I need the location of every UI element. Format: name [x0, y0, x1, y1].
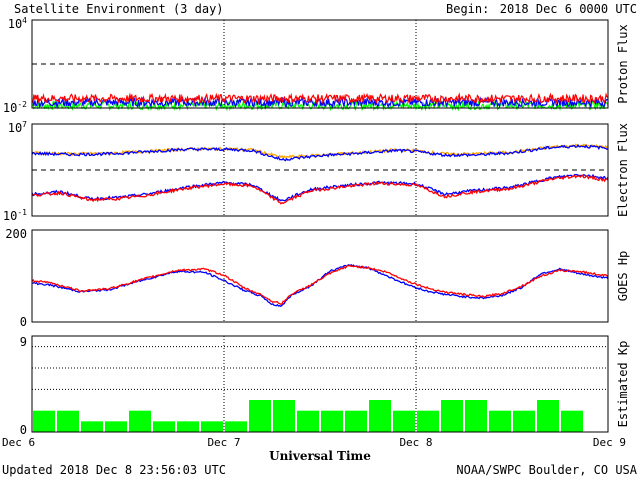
goes-hp-panel: 200 0 GOES Hp [5, 227, 630, 329]
goes-frame [31, 229, 609, 323]
updated-timestamp: Updated 2018 Dec 8 23:56:03 UTC [2, 463, 226, 477]
proton-frame [31, 19, 609, 109]
kp-bar [297, 410, 319, 432]
kp-bar [129, 410, 151, 432]
credit-text: NOAA/SWPC Boulder, CO USA [456, 463, 637, 477]
kp-bar [441, 400, 463, 432]
kp-bar [57, 410, 79, 432]
electron-frame [31, 123, 609, 217]
kp-label: Estimated Kp [616, 341, 630, 428]
kp-bar [225, 421, 247, 432]
kp-bar [393, 410, 415, 432]
proton-tick-top-exp: 4 [22, 16, 27, 25]
kp-bar [33, 410, 55, 432]
electron-flux-panel: 107 10-1 Electron Flux [3, 120, 630, 223]
electron-series-3-red [31, 174, 609, 205]
electron-series-2-blue [31, 173, 609, 202]
goes-tick-bottom: 0 [20, 315, 27, 329]
kp-tick-top: 9 [20, 335, 27, 349]
goes-hp-label: GOES Hp [616, 251, 630, 302]
x-tick-label: Dec 7 [207, 436, 240, 449]
proton-tick-bottom-exp: -2 [17, 100, 27, 109]
electron-tick-bottom-exp: -1 [17, 208, 27, 217]
kp-bar [369, 400, 391, 432]
proton-tick-top: 104 [8, 16, 27, 31]
electron-series-1-blue [31, 143, 609, 162]
kp-panel: 9 0 Estimated Kp [20, 335, 630, 437]
proton-flux-label: Proton Flux [616, 24, 630, 103]
kp-bar [513, 410, 535, 432]
kp-bar [489, 410, 511, 432]
electron-tick-top-exp: 7 [22, 120, 27, 129]
kp-bar [561, 410, 583, 432]
electron-flux-label: Electron Flux [616, 123, 630, 217]
kp-bar [249, 400, 271, 432]
panels: 104 10-2 Proton Flux 107 10-1 Electron Flux 20… [3, 16, 630, 437]
electron-tick-top: 107 [8, 120, 27, 135]
x-tick-label: Dec 8 [399, 436, 432, 449]
goes-series-red [31, 264, 609, 305]
kp-tick-bottom: 0 [20, 423, 27, 437]
kp-frame [31, 335, 609, 433]
x-tick-label: Dec 9 [593, 436, 626, 449]
chart-title: Satellite Environment (3 day) [14, 2, 224, 16]
kp-bar [105, 421, 127, 432]
kp-bar [177, 421, 199, 432]
begin-label: Begin: [446, 2, 489, 16]
x-axis-label: Universal Time [269, 449, 371, 463]
begin-value: 2018 Dec 6 0000 UTC [500, 2, 637, 16]
electron-tick-bottom: 10-1 [3, 208, 27, 223]
kp-bar [201, 421, 223, 432]
kp-bar [81, 421, 103, 432]
kp-bar [153, 421, 175, 432]
kp-bar [537, 400, 559, 432]
kp-bar [345, 410, 367, 432]
x-axis-ticks: Dec 6 Dec 7 Dec 8 Dec 9 [2, 436, 626, 449]
kp-bar [321, 410, 343, 432]
kp-bar [465, 400, 487, 432]
kp-bar [417, 410, 439, 432]
proton-tick-bottom: 10-2 [3, 100, 27, 115]
proton-flux-panel: 104 10-2 Proton Flux [3, 16, 630, 115]
kp-bar [273, 400, 295, 432]
x-tick-label: Dec 6 [2, 436, 35, 449]
proton-series-red [31, 92, 609, 105]
goes-tick-top: 200 [5, 227, 27, 241]
